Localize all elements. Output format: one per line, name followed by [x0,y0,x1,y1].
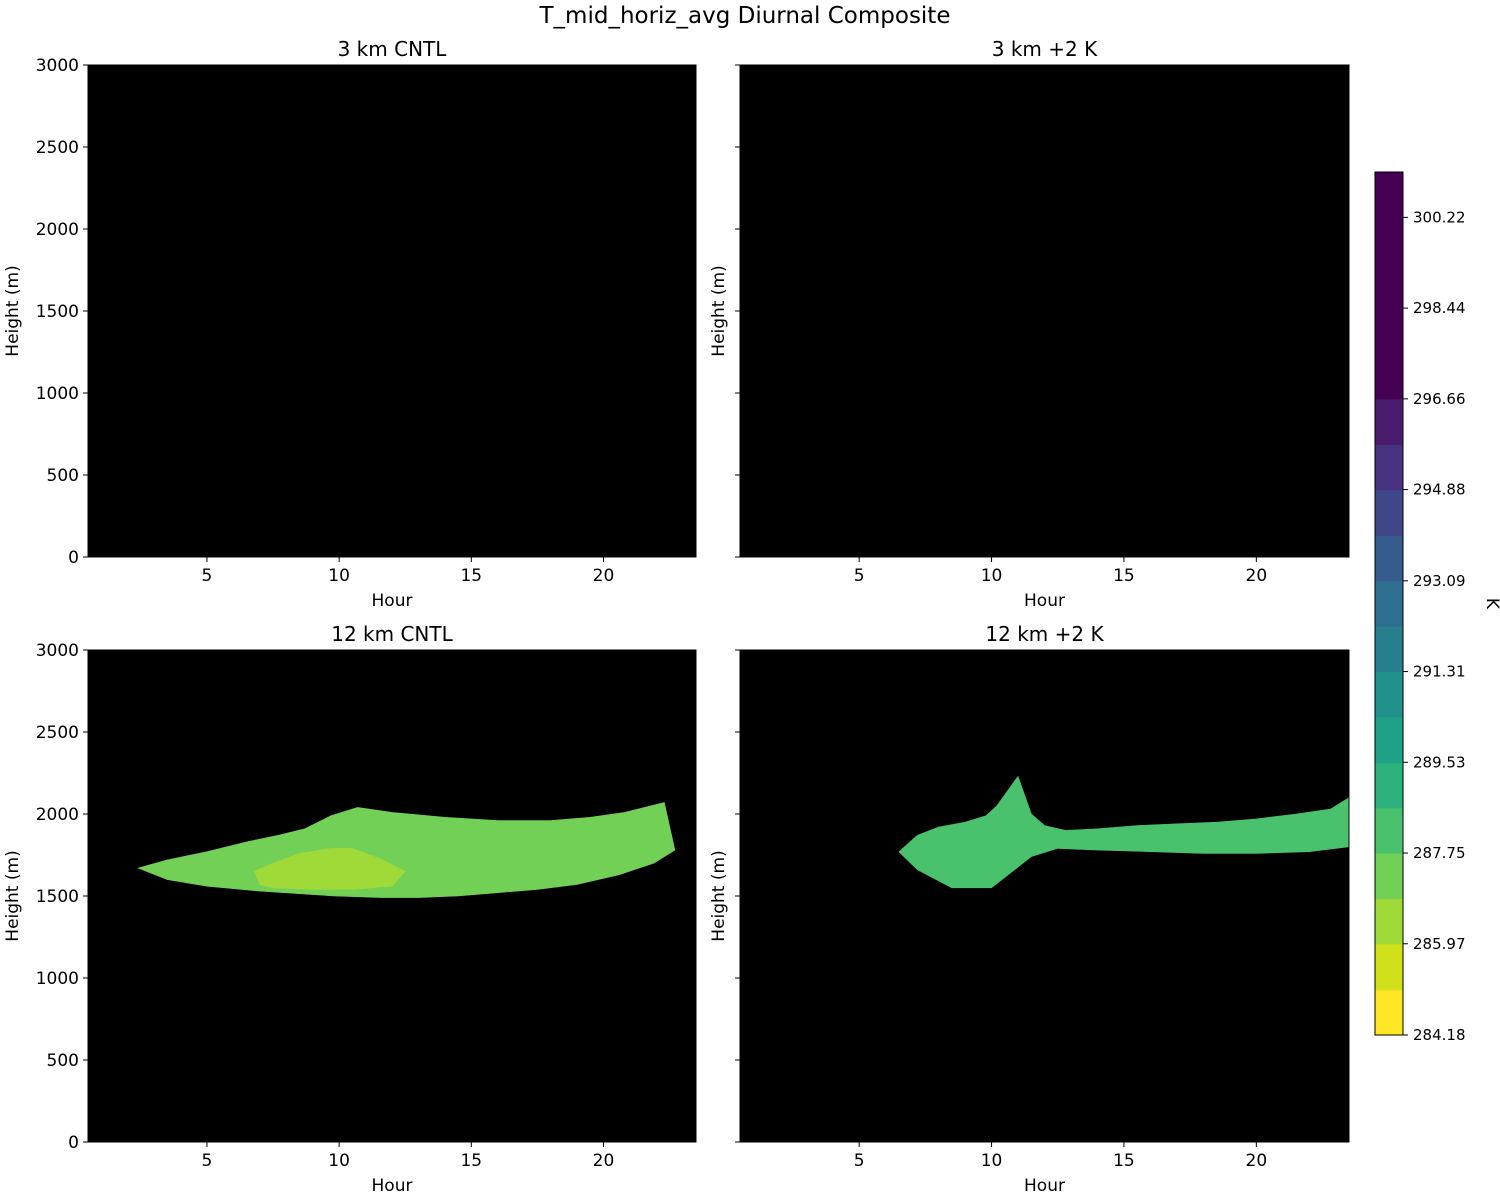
contour-band-17 [88,65,696,557]
colorbar-segment-19 [1375,172,1403,218]
contour-band-15 [740,65,1349,557]
contour-patch-1 [898,775,1349,889]
y-tick-label: 3000 [36,641,79,661]
x-tick-label: 10 [328,1151,350,1171]
plot-area [88,650,696,1142]
y-tick-label: 3000 [36,56,79,76]
colorbar-segment-9 [1375,626,1403,673]
panel-title: 12 km CNTL [331,622,453,646]
y-axis-label: Height (m) [709,265,729,356]
plot-area [740,650,1349,1142]
x-tick-label: 15 [460,566,482,586]
y-tick-label: 1000 [36,384,79,404]
colorbar-tick-label: 291.31 [1413,663,1466,681]
colorbar-segment-10 [1375,580,1403,627]
colorbar-tick-label: 296.66 [1413,390,1466,408]
colorbar-segment-8 [1375,671,1403,718]
y-tick-label: 0 [68,1133,79,1153]
colorbar-segment-16 [1375,308,1403,355]
y-axis-label: Height (m) [709,850,729,941]
panel-3: 5 10 15 20 0 500 1000 1500 2000 2500 3000 12 km CNT… [3,622,697,1196]
colorbar-label: K [1482,598,1500,610]
panel-title: 3 km +2 K [992,37,1098,61]
contour-band-15 [740,650,1349,1142]
x-tick-label: 5 [202,566,213,586]
colorbar-segment-18 [1375,217,1403,264]
colorbar-segment-1 [1375,989,1403,1036]
panels-container: 5 10 15 20 0 500 1000 1500 2000 2500 3000 3 km CNTL… [3,37,1350,1196]
y-tick-label: 2000 [36,805,79,825]
panel-2: 5 10 15 20 3 km +2 K Hour Height (m) [709,37,1350,611]
y-tick-label: 2000 [36,220,79,240]
y-tick-label: 1500 [36,302,79,322]
x-tick-label: 20 [1246,1151,1268,1171]
contour-patch-2 [254,848,406,890]
y-tick-label: 500 [47,1051,79,1071]
colorbar-segment-17 [1375,262,1403,309]
colorbar-segment-12 [1375,489,1403,537]
colorbar-segment-7 [1375,716,1403,763]
x-axis-label: Hour [372,591,413,611]
x-tick-label: 10 [981,1151,1003,1171]
colorbar: 284.18 285.97 287.75 289.53 291.31 293.09 294.… [1374,171,1500,1044]
x-tick-label: 5 [854,566,865,586]
x-axis-label: Hour [372,1176,413,1196]
plot-area [88,65,696,557]
x-tick-label: 20 [593,566,615,586]
colorbar-tick-label: 300.22 [1413,208,1466,226]
y-tick-label: 2500 [36,138,79,158]
y-tick-label: 500 [47,466,79,486]
panel-1: 5 10 15 20 0 500 1000 1500 2000 2500 3000 3 km CNTL… [3,37,697,611]
panel-4: 5 10 15 20 12 km +2 K Hour Height (m) [709,622,1350,1196]
y-tick-label: 1000 [36,969,79,989]
x-tick-label: 5 [854,1151,865,1171]
colorbar-tick-label: 289.53 [1413,753,1466,771]
colorbar-segment-4 [1375,853,1403,899]
colorbar-segment-14 [1375,398,1403,445]
colorbar-frame [1374,171,1404,1036]
plot-area [740,65,1349,557]
x-tick-label: 20 [1246,566,1268,586]
colorbar-segment-15 [1375,353,1403,400]
x-tick-label: 15 [1113,566,1135,586]
colorbar-tick-label: 287.75 [1413,844,1466,862]
x-axis-label: Hour [1024,1176,1065,1196]
y-tick-label: 2500 [36,723,79,743]
figure-suptitle: T_mid_horiz_avg Diurnal Composite [539,3,951,29]
x-tick-label: 10 [328,566,350,586]
colorbar-segment-6 [1375,762,1403,809]
x-tick-label: 15 [460,1151,482,1171]
colorbar-tick-label: 298.44 [1413,299,1466,317]
x-tick-label: 10 [981,566,1003,586]
y-tick-label: 1500 [36,887,79,907]
x-tick-label: 20 [593,1151,615,1171]
panel-title: 12 km +2 K [985,622,1104,646]
x-tick-label: 5 [202,1151,213,1171]
y-tick-label: 0 [68,548,79,568]
colorbar-segment-13 [1375,444,1403,491]
x-tick-label: 15 [1113,1151,1135,1171]
colorbar-segment-11 [1375,535,1403,582]
colorbar-tick-label: 293.09 [1413,572,1466,590]
y-axis-label: Height (m) [3,265,23,356]
y-axis-label: Height (m) [3,850,23,941]
x-axis-label: Hour [1024,591,1065,611]
panel-title: 3 km CNTL [338,37,448,61]
colorbar-tick-label: 294.88 [1413,481,1466,499]
colorbar-segment-5 [1375,807,1403,854]
colorbar-tick-label: 284.18 [1413,1026,1466,1044]
colorbar-tick-label: 285.97 [1413,935,1466,953]
colorbar-segment-3 [1375,898,1403,945]
colorbar-segment-2 [1375,943,1403,991]
